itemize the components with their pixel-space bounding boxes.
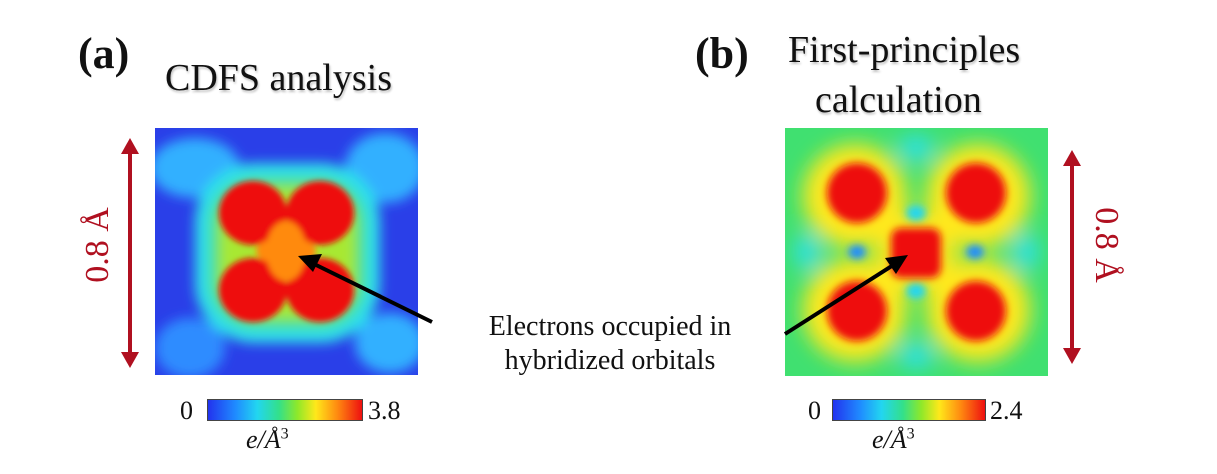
annotation-arrow-b <box>783 260 900 336</box>
annotation-text: Electrons occupied in hybridized orbital… <box>430 310 790 378</box>
panel-a-title: CDFS analysis <box>165 57 392 99</box>
annotation-arrow-a <box>309 260 433 324</box>
annotation-line-1: Electrons occupied in <box>488 311 732 342</box>
panel-b-colorbar-unit: e/Å3 <box>872 425 915 454</box>
panel-a-colorbar <box>207 399 363 421</box>
panel-a-colorbar-unit: e/Å3 <box>246 425 289 454</box>
panel-a-scale-arrow <box>121 138 139 368</box>
panel-a-colorbar-max: 3.8 <box>368 396 401 425</box>
panel-b-colorbar <box>832 399 986 421</box>
annotation-line-2: hybridized orbitals <box>504 345 716 376</box>
panel-a-density-map <box>155 128 418 375</box>
panel-a-label: (a) <box>78 29 130 78</box>
panel-b-colorbar-min: 0 <box>808 396 821 425</box>
panel-b-scale-arrow <box>1063 150 1081 364</box>
panel-b-title-line1: First-principles <box>788 29 1021 71</box>
panel-a-colorbar-min: 0 <box>180 396 193 425</box>
panel-b-title-line2: calculation <box>815 79 982 121</box>
panel-b-colorbar-max: 2.4 <box>990 396 1023 425</box>
panel-b-density-map <box>785 128 1048 376</box>
panel-b-label: (b) <box>695 29 749 78</box>
